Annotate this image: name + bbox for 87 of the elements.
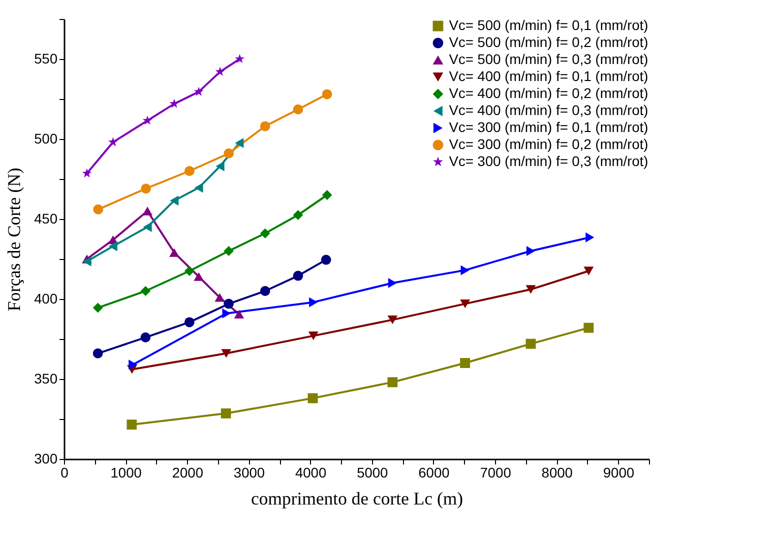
point xyxy=(293,270,304,281)
point xyxy=(184,317,194,328)
point xyxy=(526,246,536,256)
point xyxy=(460,265,470,276)
point xyxy=(194,272,204,281)
x-tick-label: 8000 xyxy=(542,464,573,480)
legend-label: Vc= 400 (m/min) f= 0,3 (mm/rot) xyxy=(449,102,648,118)
point xyxy=(194,86,204,96)
point xyxy=(93,204,104,214)
point xyxy=(321,254,332,265)
point xyxy=(194,182,204,193)
point xyxy=(140,184,151,194)
x-tick-label: 2000 xyxy=(172,464,204,480)
point xyxy=(215,66,225,76)
x-tick-label: 3000 xyxy=(234,464,266,480)
legend-label: Vc= 300 (m/min) f= 0,3 (mm/rot) xyxy=(449,153,648,169)
point xyxy=(526,285,536,294)
point xyxy=(222,308,231,318)
point xyxy=(170,196,179,206)
point xyxy=(260,286,270,296)
point xyxy=(108,137,118,146)
point xyxy=(169,98,179,108)
point xyxy=(169,248,180,257)
point xyxy=(224,246,234,256)
point xyxy=(184,166,194,176)
point xyxy=(214,293,225,302)
legend-label: Vc= 500 (m/min) f= 0,3 (mm/rot) xyxy=(449,51,648,67)
point xyxy=(140,286,151,296)
point xyxy=(293,210,304,220)
point xyxy=(184,266,194,276)
x-tick-label: 9000 xyxy=(603,464,634,480)
point xyxy=(584,266,594,276)
x-axis-title: comprimento de corte Lc (m) xyxy=(251,488,463,508)
y-tick-label: 450 xyxy=(34,210,58,226)
point xyxy=(234,310,244,319)
x-tick-label: 1000 xyxy=(110,464,142,480)
point xyxy=(308,393,318,404)
x-tick-label: 5000 xyxy=(356,464,388,480)
point xyxy=(234,138,244,148)
point xyxy=(526,338,536,349)
x-tick-label: 4000 xyxy=(295,464,327,480)
point xyxy=(308,331,318,340)
legend-label: Vc= 400 (m/min) f= 0,2 (mm/rot) xyxy=(449,85,648,101)
point xyxy=(586,232,594,242)
point xyxy=(388,377,398,388)
point xyxy=(293,104,304,114)
point xyxy=(140,332,151,342)
point xyxy=(224,148,234,158)
point xyxy=(82,256,92,266)
point xyxy=(234,54,244,64)
legend-label: Vc= 300 (m/min) f= 0,1 (mm/rot) xyxy=(449,119,648,135)
point xyxy=(142,116,152,125)
point xyxy=(92,348,103,358)
point xyxy=(224,298,234,309)
x-tick-label: 6000 xyxy=(418,464,450,480)
legend-label: Vc= 500 (m/min) f= 0,2 (mm/rot) xyxy=(449,34,648,50)
point xyxy=(584,322,594,333)
point xyxy=(460,299,470,308)
point xyxy=(309,297,318,308)
y-tick-label: 300 xyxy=(34,450,58,466)
point xyxy=(460,358,470,368)
point xyxy=(220,408,231,418)
x-tick-label: 7000 xyxy=(480,464,512,480)
point xyxy=(108,241,118,252)
y-tick-label: 550 xyxy=(34,50,58,66)
point xyxy=(128,360,138,370)
point xyxy=(142,206,152,216)
point xyxy=(388,278,397,288)
point xyxy=(388,315,398,324)
y-tick-label: 500 xyxy=(34,130,58,146)
point xyxy=(82,168,92,178)
point xyxy=(322,190,332,200)
point xyxy=(322,89,332,100)
legend-label: Vc= 500 (m/min) f= 0,1 (mm/rot) xyxy=(449,17,648,33)
y-tick-label: 400 xyxy=(34,290,58,306)
y-tick-label: 350 xyxy=(34,370,58,386)
point xyxy=(216,161,224,172)
point xyxy=(260,228,270,238)
point xyxy=(92,302,103,313)
legend-label: Vc= 300 (m/min) f= 0,2 (mm/rot) xyxy=(449,136,648,152)
point xyxy=(126,420,137,430)
point xyxy=(260,121,270,132)
point xyxy=(143,222,152,232)
x-tick-label: 0 xyxy=(60,464,69,480)
legend-label: Vc= 400 (m/min) f= 0,1 (mm/rot) xyxy=(449,68,648,84)
point xyxy=(221,349,232,358)
y-axis-title: Forças de Corte (N) xyxy=(4,168,24,312)
